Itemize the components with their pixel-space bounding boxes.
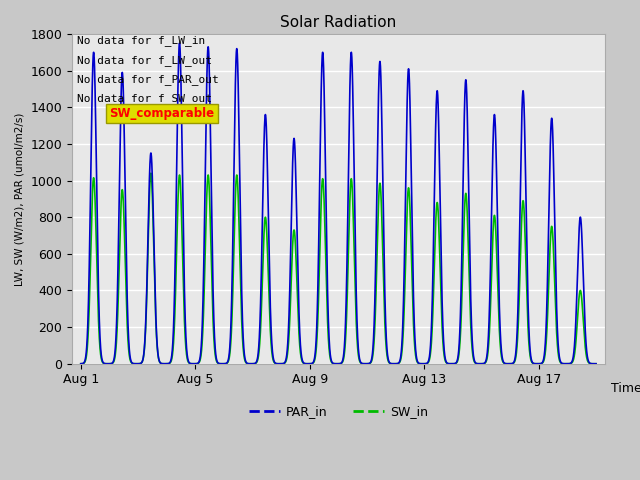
SW_in — [77, 361, 84, 367]
PAR_in — [176, 40, 184, 46]
Y-axis label: LW, SW (W/m2), PAR (umol/m2/s): LW, SW (W/m2), PAR (umol/m2/s) — [15, 112, 25, 286]
PAR_in — [592, 361, 600, 367]
SW_in — [221, 361, 229, 367]
Text: SW_comparable: SW_comparable — [109, 107, 214, 120]
Text: No data for f_LW_out: No data for f_LW_out — [77, 55, 212, 66]
Legend: PAR_in, SW_in: PAR_in, SW_in — [244, 400, 433, 423]
PAR_in — [451, 360, 459, 366]
PAR_in — [413, 359, 421, 364]
Line: SW_in: SW_in — [81, 173, 596, 364]
SW_in — [377, 189, 385, 195]
PAR_in — [550, 162, 557, 168]
PAR_in — [77, 361, 84, 367]
X-axis label: Time: Time — [611, 382, 640, 395]
PAR_in — [377, 73, 385, 79]
PAR_in — [221, 361, 229, 367]
SW_in — [249, 361, 257, 367]
SW_in — [451, 361, 459, 367]
SW_in — [592, 361, 600, 367]
SW_in — [413, 360, 421, 365]
PAR_in — [249, 361, 257, 367]
Text: No data for f_LW_in: No data for f_LW_in — [77, 36, 205, 47]
Text: No data for f_SW_out: No data for f_SW_out — [77, 93, 212, 104]
SW_in — [550, 250, 557, 255]
Title: Solar Radiation: Solar Radiation — [280, 15, 397, 30]
SW_in — [147, 170, 155, 176]
Text: No data for f_PAR_out: No data for f_PAR_out — [77, 74, 220, 85]
Line: PAR_in: PAR_in — [81, 43, 596, 364]
